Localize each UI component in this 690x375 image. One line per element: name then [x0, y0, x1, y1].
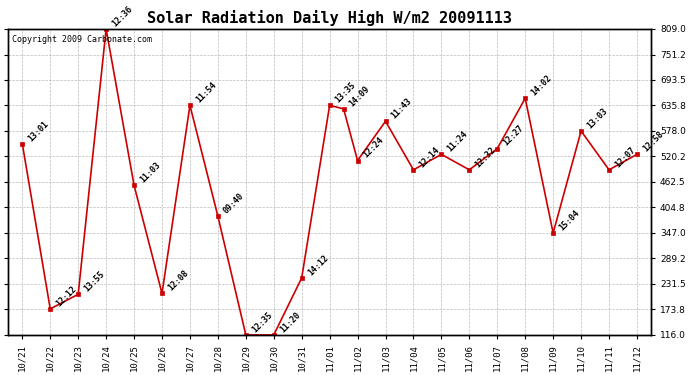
Text: 11:54: 11:54: [194, 81, 218, 105]
Text: 14:02: 14:02: [529, 74, 553, 98]
Text: 13:35: 13:35: [334, 81, 358, 105]
Text: 12:32: 12:32: [473, 145, 497, 169]
Text: 12:35: 12:35: [250, 310, 274, 334]
Text: 12:36: 12:36: [110, 4, 135, 28]
Text: 13:55: 13:55: [82, 270, 106, 294]
Text: 13:01: 13:01: [26, 119, 50, 143]
Text: 15:04: 15:04: [558, 208, 582, 232]
Text: 12:24: 12:24: [362, 136, 386, 160]
Text: 12:58: 12:58: [641, 129, 665, 154]
Text: 11:20: 11:20: [278, 310, 302, 334]
Text: 12:27: 12:27: [502, 124, 526, 148]
Text: Copyright 2009 Carbonate.com: Copyright 2009 Carbonate.com: [12, 35, 152, 44]
Title: Solar Radiation Daily High W/m2 20091113: Solar Radiation Daily High W/m2 20091113: [147, 10, 512, 26]
Text: 12:14: 12:14: [417, 145, 442, 169]
Text: 14:12: 14:12: [306, 253, 330, 277]
Text: 11:24: 11:24: [446, 129, 470, 154]
Text: 13:03: 13:03: [585, 106, 609, 130]
Text: 12:12: 12:12: [55, 284, 79, 308]
Text: 12:08: 12:08: [166, 268, 190, 292]
Text: 09:40: 09:40: [222, 191, 246, 215]
Text: 11:03: 11:03: [138, 160, 162, 184]
Text: 12:07: 12:07: [613, 145, 638, 169]
Text: 14:09: 14:09: [348, 84, 372, 108]
Text: 11:43: 11:43: [390, 96, 414, 120]
